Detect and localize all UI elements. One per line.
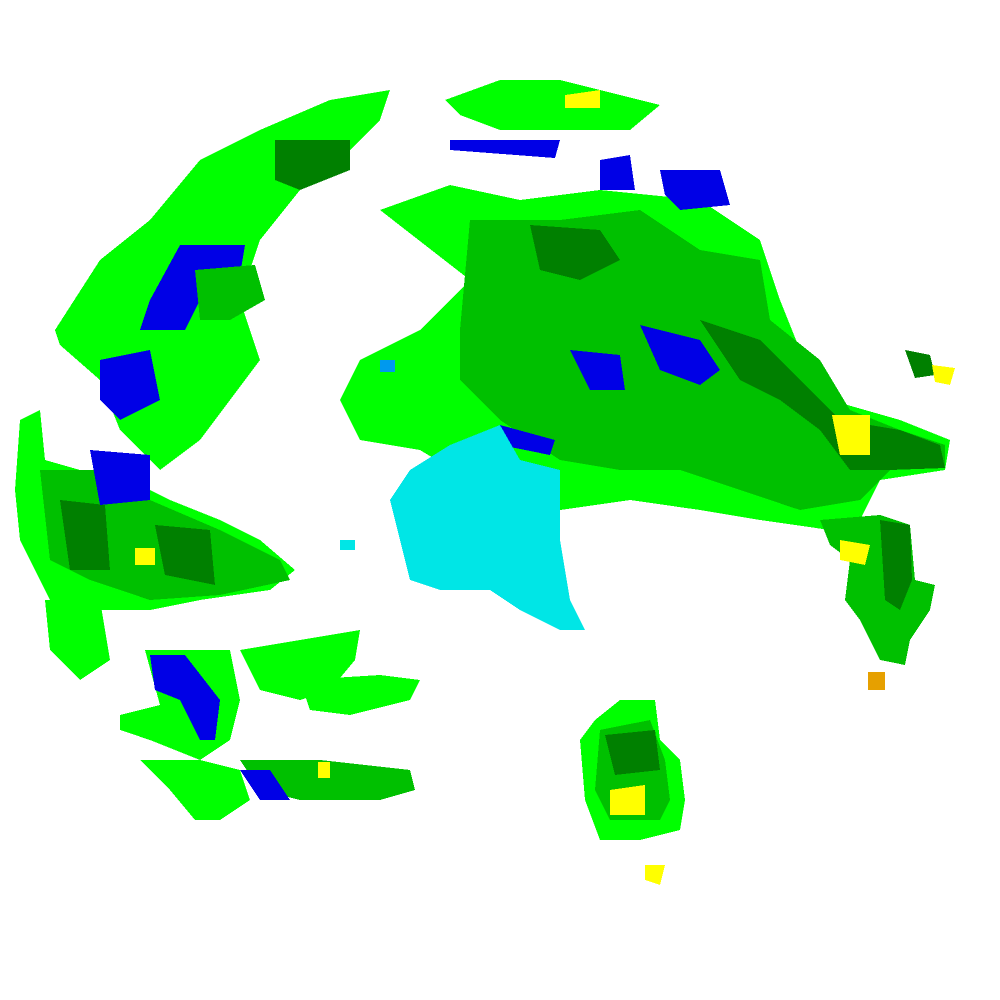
echo-region-yellow xyxy=(135,548,155,565)
echo-region-blue xyxy=(660,170,730,210)
echo-region-dark-green xyxy=(275,140,350,190)
echo-region-blue xyxy=(150,655,220,740)
echo-region-dark-green xyxy=(905,350,935,378)
echo-region-yellow xyxy=(932,365,955,385)
echo-region-yellow xyxy=(610,785,645,815)
echo-region-medium-green xyxy=(820,515,935,665)
echo-region-yellow xyxy=(318,762,330,778)
echo-region-dark-green xyxy=(605,730,660,775)
echo-region-blue xyxy=(240,770,290,800)
echo-region-medium-green xyxy=(240,760,415,800)
echo-region-medium-green xyxy=(195,265,265,320)
echo-region-yellow xyxy=(565,90,600,108)
echo-region-light-green xyxy=(445,80,660,130)
echo-region-yellow xyxy=(832,415,870,455)
echo-region-blue xyxy=(640,325,720,385)
echo-region-yellow xyxy=(840,540,870,565)
echo-region-cyan xyxy=(390,425,585,630)
echo-region-cyan xyxy=(340,540,355,550)
echo-region-light-green xyxy=(45,600,110,680)
echo-region-yellow xyxy=(645,865,665,885)
echo-region-blue xyxy=(100,350,160,420)
echo-region-blue xyxy=(600,155,635,190)
echo-region-light-blue xyxy=(380,360,395,372)
echo-region-dark-green xyxy=(880,520,912,610)
echo-region-light-green xyxy=(300,675,420,715)
echo-region-blue xyxy=(570,350,625,390)
echo-region-orange xyxy=(868,672,885,690)
echo-region-light-green xyxy=(140,760,250,820)
echo-region-blue xyxy=(90,450,150,505)
echo-region-blue xyxy=(450,140,560,158)
echo-region-blue xyxy=(140,245,245,330)
echo-region-dark-green xyxy=(530,225,620,280)
echo-region-dark-green xyxy=(60,500,110,570)
echo-region-dark-green xyxy=(155,525,215,585)
echo-region-dark-green xyxy=(700,320,945,470)
echo-region-blue xyxy=(500,425,555,455)
